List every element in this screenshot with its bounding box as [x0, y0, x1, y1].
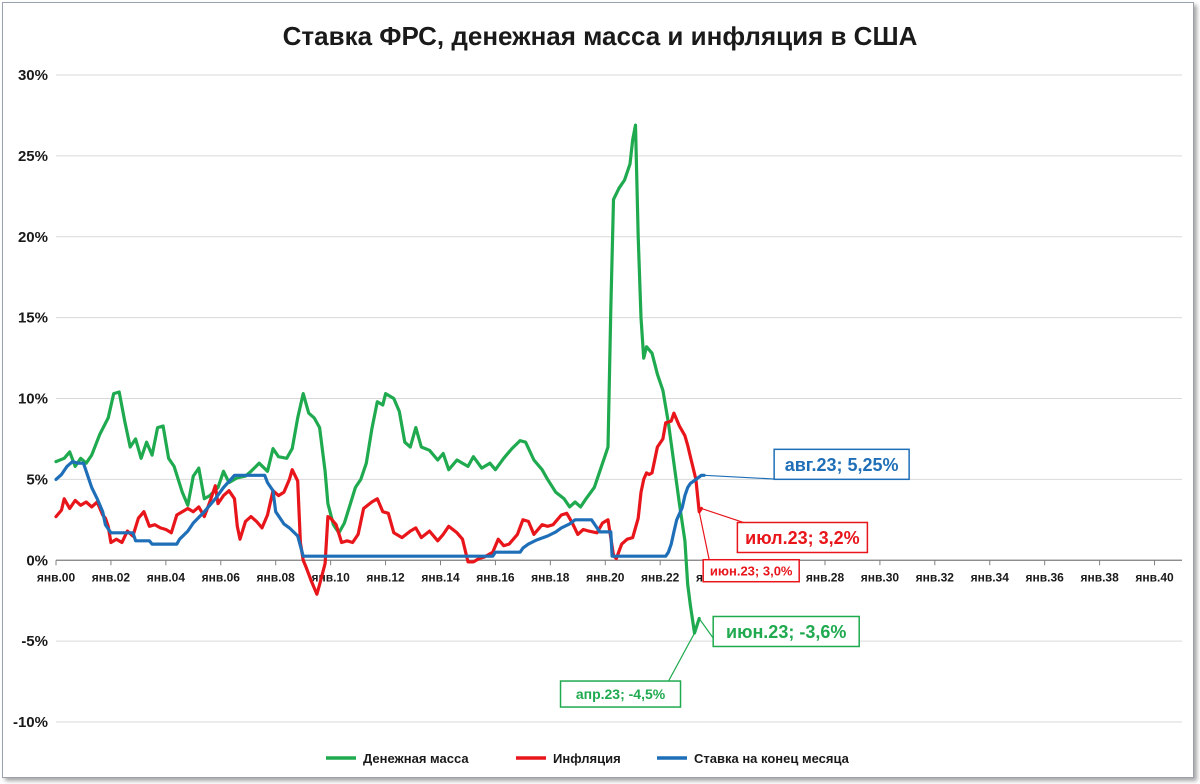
- annotation-label: июн.23; 3,0%: [710, 563, 793, 578]
- annotation-box: [773, 448, 910, 481]
- x-tick-label: янв.06: [202, 570, 241, 584]
- x-tick-label: янв.18: [531, 570, 570, 584]
- x-tick-label: янв.16: [476, 570, 515, 584]
- annotation-leader: [704, 474, 781, 480]
- annotation-leader: [698, 511, 710, 560]
- y-tick-label: 10%: [18, 391, 48, 408]
- y-axis-ticks: -10% -5% 0% 5% 10% 15% 20% 25% 30%: [13, 67, 48, 731]
- annotation-label: июл.23; 3,2%: [745, 528, 859, 548]
- annotation-box: [712, 615, 860, 648]
- series-lines: [54, 123, 706, 635]
- data-annotations: авг.23; 5,25% июл.23; 3,2% июн.23; 3,0% июн…: [559, 448, 910, 708]
- y-tick-label: 15%: [18, 310, 48, 327]
- x-tick-label: янв.12: [366, 570, 405, 584]
- y-tick-label: -10%: [13, 714, 48, 731]
- y-tick-label: 0%: [26, 552, 48, 569]
- x-tick-label: янв.34: [971, 570, 1010, 584]
- legend-entry: Денежная масса: [363, 751, 469, 766]
- x-axis-ticks: янв.00 янв.02 янв.04 янв.06 янв.08 янв.10 янв.…: [37, 560, 1174, 584]
- legend: Денежная масса Инфляция Ставка на конец ме…: [326, 751, 850, 766]
- x-tick-label: янв.08: [257, 570, 296, 584]
- legend-entry: Ставка на конец месяца: [694, 751, 850, 766]
- y-tick-label: 20%: [18, 229, 48, 246]
- x-tick-label: янв.10: [311, 570, 350, 584]
- x-tick-label: янв.20: [586, 570, 625, 584]
- annotation-leader: [701, 507, 744, 524]
- x-tick-label: янв.04: [147, 570, 186, 584]
- annotation-box: [736, 521, 869, 554]
- x-tick-label: янв.36: [1026, 570, 1065, 584]
- annotation-box: [559, 680, 682, 708]
- y-tick-label: 30%: [18, 67, 48, 84]
- annotation-label: авг.23; 5,25%: [785, 455, 899, 475]
- y-tick-label: -5%: [21, 633, 48, 650]
- gridlines: [56, 74, 1182, 723]
- x-tick-label: янв.32: [916, 570, 955, 584]
- x-tick-label: янв.28: [806, 570, 845, 584]
- annotation-leader: [667, 632, 696, 682]
- series-line: [54, 460, 706, 558]
- series-line: [54, 123, 701, 635]
- x-tick-label: янв.02: [92, 570, 131, 584]
- x-tick-label: янв.38: [1080, 570, 1119, 584]
- x-tick-label: янв.22: [641, 570, 680, 584]
- annotation-label: июн.23; -3,6%: [726, 622, 846, 642]
- x-tick-label: янв.40: [1135, 570, 1174, 584]
- annotation-box: [702, 558, 800, 583]
- x-tick-label: янв.14: [421, 570, 460, 584]
- chart-title: Ставка ФРС, денежная масса и инфляция в …: [283, 21, 918, 51]
- x-tick-label: янв.00: [37, 570, 76, 584]
- x-tick-label: янв.30: [861, 570, 900, 584]
- y-tick-label: 25%: [18, 148, 48, 165]
- annotation-label: апр.23; -4,5%: [576, 686, 666, 702]
- series-line: [54, 411, 703, 596]
- y-tick-label: 5%: [26, 471, 48, 488]
- legend-entry: Инфляция: [553, 751, 621, 766]
